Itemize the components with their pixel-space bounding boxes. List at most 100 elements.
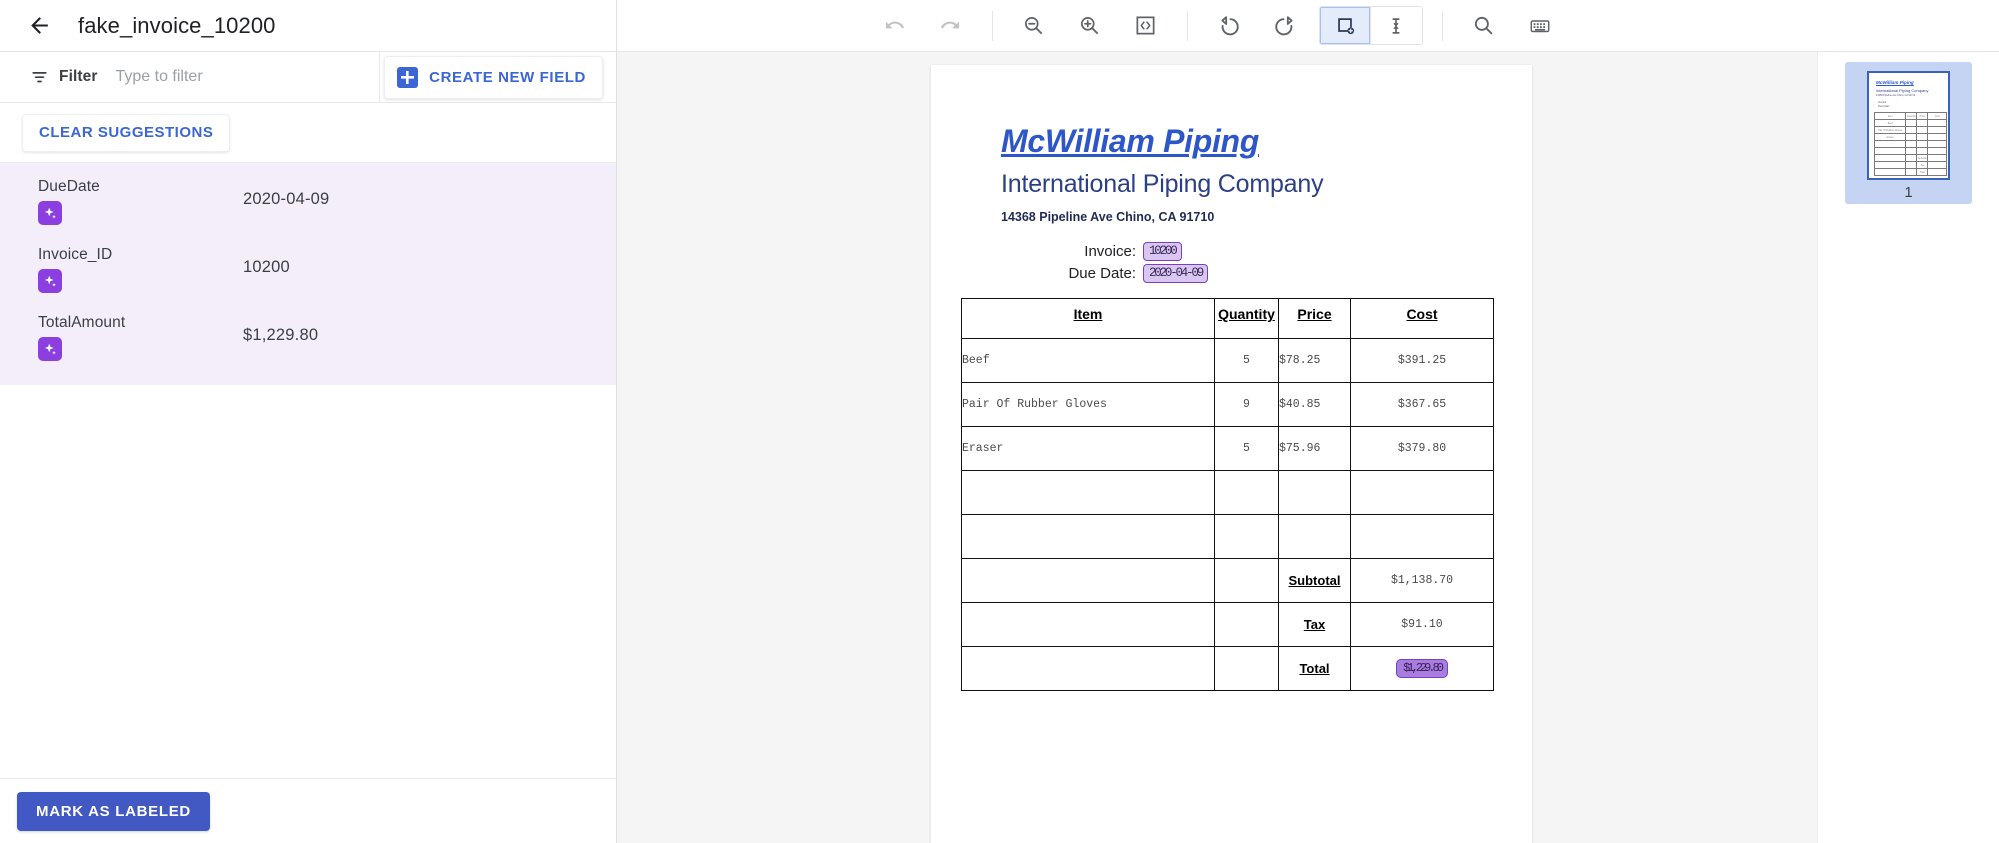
cell-cost: $367.65 <box>1350 382 1494 427</box>
thumb-cell <box>1873 161 1907 169</box>
search-button[interactable] <box>1463 5 1505 47</box>
cell-price: $78.25 <box>1278 338 1351 383</box>
thumb-cell <box>1916 140 1929 148</box>
arrow-left-icon <box>30 17 48 34</box>
rotate-left-button[interactable] <box>1208 5 1250 47</box>
suggestions-bar: CLEAR SUGGESTIONS <box>0 103 616 163</box>
field-row-invoice-id[interactable]: Invoice_ID 10200 <box>0 235 616 303</box>
add-bounding-box-icon <box>1337 17 1354 34</box>
field-value: 2020-04-09 <box>243 190 330 208</box>
cell-quantity <box>1214 470 1279 515</box>
undo-button[interactable] <box>874 5 916 47</box>
invoice-duedate-label: Due Date: <box>1068 264 1136 282</box>
fields-list: DueDate 2020-04-09 Invoice_ID <box>0 163 616 385</box>
cell-cost: $391.25 <box>1350 338 1494 383</box>
invoice-number-label: Invoice: <box>1084 242 1136 260</box>
toolbar-divider <box>1441 10 1443 41</box>
thumb-cell <box>1905 140 1918 148</box>
zoom-in-button[interactable] <box>1069 5 1111 47</box>
cell-price <box>1278 470 1351 515</box>
annotation-due-date[interactable]: 2020-04-09 <box>1143 263 1209 283</box>
fields-scroll-area[interactable]: DueDate 2020-04-09 Invoice_ID <box>0 163 616 778</box>
field-name: TotalAmount <box>38 314 126 331</box>
thumb-cell <box>1916 126 1929 134</box>
invoice-number-row: Invoice: 10200 <box>1001 240 1208 262</box>
field-meta: TotalAmount <box>38 313 243 361</box>
field-row-duedate[interactable]: DueDate 2020-04-09 <box>0 167 616 235</box>
column-header-item: Item <box>1073 306 1103 322</box>
fit-width-button[interactable] <box>1125 5 1167 47</box>
filter-area[interactable]: Filter <box>0 52 380 102</box>
cell-cost: $379.80 <box>1350 426 1494 471</box>
field-name: DueDate <box>38 178 100 195</box>
thumb-cell <box>1927 126 1947 134</box>
clear-suggestions-button[interactable]: CLEAR SUGGESTIONS <box>22 113 231 152</box>
plus-icon <box>397 67 419 88</box>
zoom-out-button[interactable] <box>1013 5 1055 47</box>
cell-empty <box>961 602 1215 647</box>
thumb-tagline: International Piping Company <box>1876 88 1929 93</box>
cell-item <box>961 470 1215 515</box>
text-select-button[interactable] <box>1370 7 1422 44</box>
cell-price: $75.96 <box>1278 426 1351 471</box>
add-bounding-box-button[interactable] <box>1319 7 1371 44</box>
cell-item: Pair Of Rubber Gloves <box>961 382 1215 427</box>
field-row-totalamount[interactable]: TotalAmount $1,229.80 <box>0 303 616 371</box>
total-cell: $1,229.80 <box>1350 646 1494 691</box>
thumb-cell <box>1873 154 1907 162</box>
table-row-empty <box>961 470 1494 515</box>
tax-value: $91.10 <box>1350 602 1494 647</box>
thumb-meta: Invoice: Due Date: <box>1878 101 1890 109</box>
total-label: Total <box>1299 661 1330 676</box>
cell-empty <box>1214 558 1279 603</box>
thumb-cell <box>1905 126 1918 134</box>
rotate-left-icon <box>1221 15 1239 35</box>
history-tools <box>867 5 979 47</box>
invoice-meta: Invoice: 10200 Due Date: 2020-04-09 <box>1001 240 1209 284</box>
thumb-cell: Pair Of Rubber Gloves <box>1873 126 1907 134</box>
thumbnail-page-number: 1 <box>1904 184 1913 201</box>
cell-quantity: 5 <box>1214 426 1279 471</box>
toolbar-divider <box>1186 10 1188 41</box>
annotation-invoice-id[interactable]: 10200 <box>1143 241 1182 261</box>
subtotal-value: $1,138.70 <box>1350 558 1494 603</box>
thumb-cell <box>1905 154 1918 162</box>
keyboard-icon <box>1530 19 1549 32</box>
invoice-address: 14368 Pipeline Ave Chino, CA 91710 <box>1001 210 1215 224</box>
redo-icon <box>940 21 960 29</box>
thumb-cell: Tax <box>1916 161 1929 169</box>
sparkle-icon[interactable] <box>38 337 62 361</box>
keyboard-shortcuts-button[interactable] <box>1519 5 1561 47</box>
thumb-cell <box>1873 140 1907 148</box>
field-meta: DueDate <box>38 177 243 225</box>
column-header-price: Price <box>1297 306 1332 322</box>
sparkle-icon[interactable] <box>38 201 62 225</box>
back-button[interactable] <box>18 5 60 47</box>
invoice-company-name: McWilliam Piping <box>1001 123 1260 159</box>
document-canvas[interactable]: McWilliam Piping International Piping Co… <box>617 52 1999 843</box>
annotation-total-amount[interactable]: $1,229.80 <box>1396 659 1448 678</box>
utility-tools <box>1456 5 1568 47</box>
page-thumbnail-1[interactable]: McWilliam Piping International Piping Co… <box>1845 62 1972 204</box>
table-header-row: Item Quantity Price Cost <box>961 298 1494 339</box>
viewer-toolbar <box>617 0 1999 52</box>
thumb-cell: Quantity <box>1905 112 1918 120</box>
mark-as-labeled-button[interactable]: MARK AS LABELED <box>17 791 210 831</box>
search-input[interactable] <box>115 68 326 86</box>
sparkle-icon[interactable] <box>38 269 62 293</box>
thumb-cell: Total <box>1916 168 1929 176</box>
thumb-cell <box>1927 140 1947 148</box>
create-new-field-button[interactable]: CREATE NEW FIELD <box>384 56 603 99</box>
undo-icon <box>885 21 905 29</box>
cell-price <box>1278 514 1351 559</box>
column-header-quantity: Quantity <box>1218 306 1275 322</box>
table-row: Pair Of Rubber Gloves 9 $40.85 $367.65 <box>961 382 1494 427</box>
table-row-total: Total $1,229.80 <box>961 646 1494 691</box>
document-page-1[interactable]: McWilliam Piping International Piping Co… <box>931 65 1532 843</box>
field-value: 10200 <box>243 258 290 276</box>
redo-button[interactable] <box>930 5 972 47</box>
text-select-icon <box>1392 17 1400 34</box>
rotate-right-button[interactable] <box>1264 5 1306 47</box>
column-header-cost: Cost <box>1406 306 1438 322</box>
cell-quantity <box>1214 514 1279 559</box>
